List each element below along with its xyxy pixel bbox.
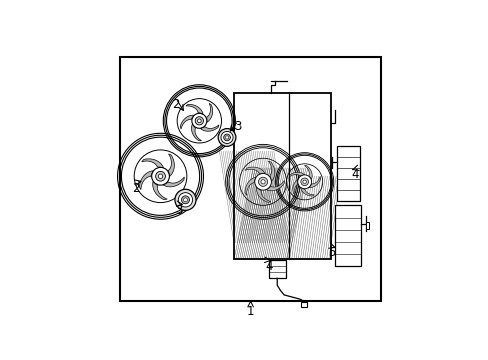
Circle shape	[183, 198, 187, 202]
Text: 4: 4	[351, 168, 358, 181]
Polygon shape	[185, 104, 203, 114]
Polygon shape	[256, 187, 270, 202]
Circle shape	[223, 134, 230, 141]
Circle shape	[300, 178, 308, 186]
Circle shape	[175, 189, 196, 210]
Circle shape	[261, 180, 264, 184]
Polygon shape	[288, 172, 304, 177]
Polygon shape	[206, 103, 212, 122]
Polygon shape	[142, 159, 163, 168]
Bar	[334, 205, 360, 266]
Text: 1: 1	[246, 305, 254, 318]
Text: 3: 3	[175, 203, 182, 217]
Polygon shape	[191, 124, 201, 141]
Polygon shape	[244, 167, 264, 174]
Circle shape	[178, 193, 192, 207]
Polygon shape	[265, 180, 284, 191]
Circle shape	[218, 129, 235, 146]
Text: 4: 4	[264, 260, 272, 273]
Polygon shape	[268, 161, 274, 181]
Polygon shape	[200, 125, 219, 131]
Text: 5: 5	[327, 246, 335, 259]
Polygon shape	[300, 188, 314, 196]
Polygon shape	[139, 171, 153, 190]
Polygon shape	[180, 115, 194, 129]
Circle shape	[297, 175, 311, 189]
Bar	[120, 57, 380, 301]
Circle shape	[191, 113, 206, 128]
Polygon shape	[152, 181, 167, 200]
Circle shape	[155, 171, 165, 181]
Circle shape	[225, 136, 228, 139]
Polygon shape	[304, 166, 311, 180]
Circle shape	[221, 131, 233, 144]
Text: 3: 3	[234, 120, 242, 134]
Circle shape	[151, 167, 169, 185]
Bar	[268, 260, 285, 278]
Bar	[336, 146, 359, 201]
Bar	[233, 93, 330, 260]
Polygon shape	[244, 177, 255, 195]
Polygon shape	[168, 154, 174, 176]
Circle shape	[181, 196, 189, 204]
Circle shape	[195, 117, 203, 125]
Polygon shape	[163, 177, 184, 187]
Circle shape	[302, 180, 306, 184]
Bar	[365, 222, 368, 229]
Bar	[301, 302, 306, 307]
Circle shape	[258, 177, 267, 186]
Text: 2: 2	[132, 182, 139, 195]
Polygon shape	[308, 176, 320, 188]
Circle shape	[197, 119, 201, 123]
Text: 2: 2	[172, 98, 179, 111]
Polygon shape	[292, 180, 297, 195]
Circle shape	[158, 174, 163, 179]
Circle shape	[254, 174, 271, 190]
